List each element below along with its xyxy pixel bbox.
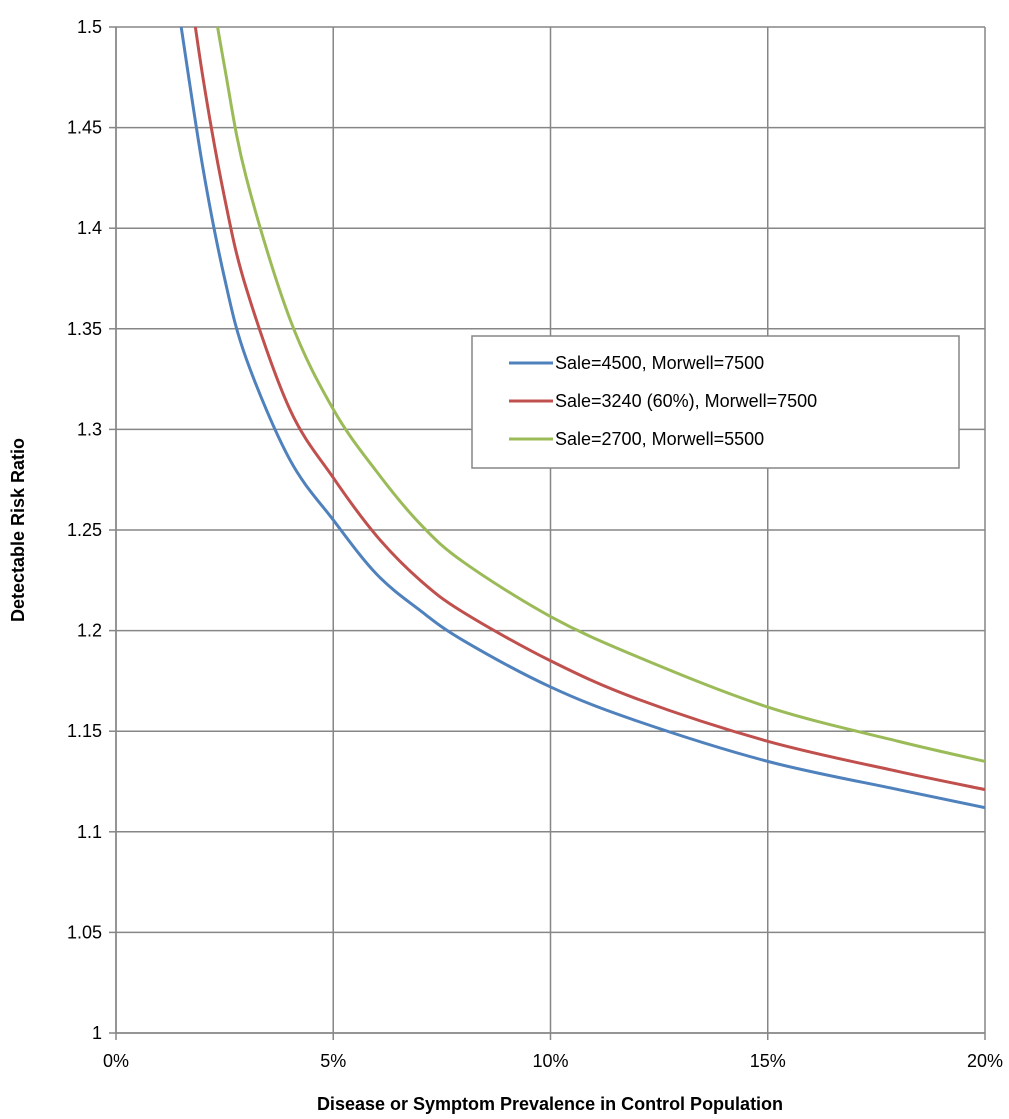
- x-tick-label: 10%: [532, 1051, 568, 1071]
- y-tick-label: 1.25: [67, 520, 102, 540]
- y-tick-label: 1.45: [67, 118, 102, 138]
- x-axis-title: Disease or Symptom Prevalence in Control…: [317, 1094, 783, 1114]
- series-line-3: [216, 27, 985, 763]
- x-tick-label: 0%: [103, 1051, 129, 1071]
- series-line-2: [193, 27, 985, 792]
- legend-label: Sale=2700, Morwell=5500: [555, 429, 764, 449]
- legend: Sale=4500, Morwell=7500 Sale=3240 (60%), …: [471, 335, 960, 469]
- y-tick-label: 1.1: [77, 822, 102, 842]
- y-tick-label: 1.35: [67, 319, 102, 339]
- x-tick-label: 5%: [320, 1051, 346, 1071]
- y-axis-title: Detectable Risk Ratio: [8, 438, 28, 622]
- y-tick-label: 1.15: [67, 721, 102, 741]
- axes: 1 1.05 1.1 1.15 1.2 1.25 1.3 1.35 1.4 1.45 1.5 0% 5%…: [67, 17, 1003, 1071]
- x-tick-label: 15%: [750, 1051, 786, 1071]
- y-tick-label: 1.05: [67, 922, 102, 942]
- series-lines: [179, 27, 985, 810]
- y-tick-label: 1.4: [77, 218, 102, 238]
- legend-label: Sale=3240 (60%), Morwell=7500: [555, 391, 817, 411]
- x-tick-label: 20%: [967, 1051, 1003, 1071]
- y-tick-label: 1: [92, 1023, 102, 1043]
- series-line-1: [179, 27, 985, 810]
- legend-label: Sale=4500, Morwell=7500: [555, 353, 764, 373]
- y-tick-label: 1.2: [77, 621, 102, 641]
- y-tick-label: 1.5: [77, 17, 102, 37]
- legend-box: [471, 335, 960, 469]
- y-tick-label: 1.3: [77, 419, 102, 439]
